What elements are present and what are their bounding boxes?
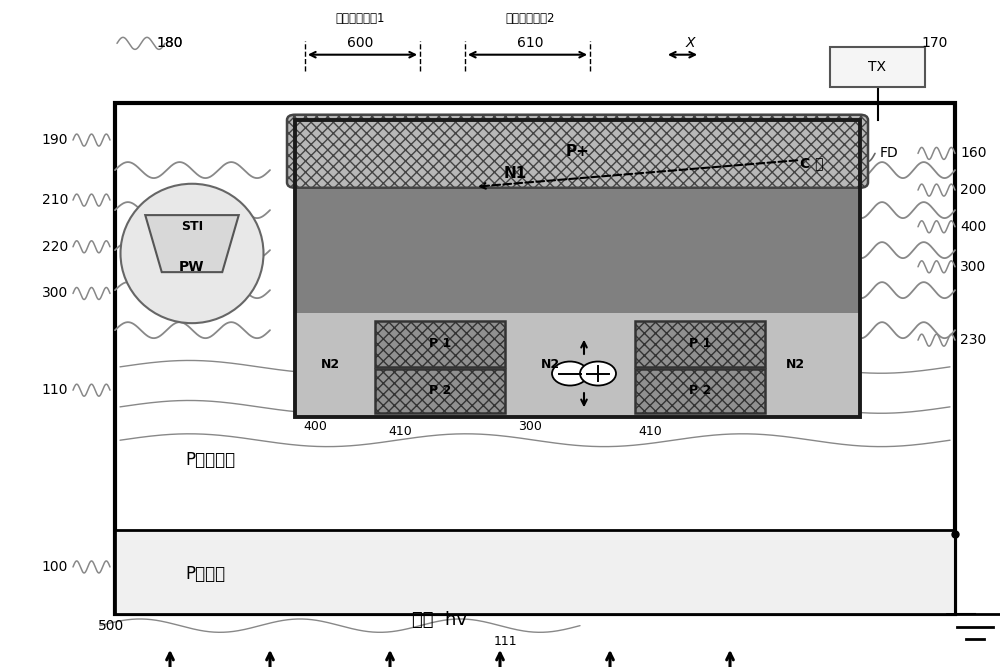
Text: STI: STI: [181, 220, 203, 233]
FancyBboxPatch shape: [287, 115, 868, 187]
Text: 180: 180: [157, 37, 183, 50]
Text: 300: 300: [518, 420, 542, 434]
Text: 光照  hv: 光照 hv: [413, 612, 468, 629]
Text: 410: 410: [638, 425, 662, 438]
Text: 200: 200: [960, 183, 986, 197]
Text: 新理膜层介口2: 新理膜层介口2: [505, 12, 555, 25]
Text: 110: 110: [42, 384, 68, 397]
Bar: [375, 321, 505, 367]
Text: X: X: [685, 37, 695, 50]
Text: 300: 300: [42, 287, 68, 300]
Bar: [115, 103, 955, 614]
Bar: [295, 182, 860, 313]
Text: 300: 300: [960, 260, 986, 273]
Text: 190: 190: [42, 133, 68, 147]
Text: 100: 100: [42, 560, 68, 574]
Ellipse shape: [120, 183, 264, 323]
Text: 111: 111: [493, 635, 517, 648]
Text: 410: 410: [388, 425, 412, 438]
Text: P型外延層: P型外延層: [185, 452, 235, 469]
Circle shape: [552, 362, 588, 386]
Circle shape: [580, 362, 616, 386]
Text: 400: 400: [960, 220, 986, 233]
Text: 230: 230: [960, 334, 986, 347]
Text: P 2: P 2: [689, 384, 711, 398]
Text: 220: 220: [42, 240, 68, 253]
Text: 210: 210: [42, 193, 68, 207]
Text: 610: 610: [517, 37, 543, 50]
Text: P 2: P 2: [429, 384, 451, 398]
Bar: [375, 369, 505, 413]
Text: PW: PW: [179, 260, 205, 273]
Text: P+: P+: [566, 143, 589, 159]
Text: 500: 500: [98, 619, 124, 632]
Text: 160: 160: [960, 147, 986, 160]
Text: N2: N2: [785, 358, 805, 372]
Text: 170: 170: [922, 37, 948, 50]
Bar: [830, 47, 925, 87]
Text: N2: N2: [540, 358, 560, 372]
Text: 600: 600: [347, 37, 373, 50]
Text: P 1: P 1: [689, 338, 711, 350]
Text: N2: N2: [320, 358, 340, 372]
Polygon shape: [145, 215, 239, 272]
Text: P 1: P 1: [429, 338, 451, 350]
Bar: [635, 369, 765, 413]
Bar: [115, 530, 955, 614]
Text: TX: TX: [868, 60, 887, 73]
Text: P型襯底: P型襯底: [185, 565, 225, 582]
Text: 180: 180: [157, 37, 183, 50]
Text: N1: N1: [503, 166, 527, 181]
Bar: [295, 313, 860, 417]
Text: FD: FD: [880, 147, 899, 160]
Bar: [635, 321, 765, 367]
Text: C 区: C 区: [800, 157, 824, 170]
Text: 400: 400: [303, 420, 327, 434]
Text: 新理膜层介口1: 新理膜层介口1: [335, 12, 385, 25]
Bar: [295, 120, 860, 417]
